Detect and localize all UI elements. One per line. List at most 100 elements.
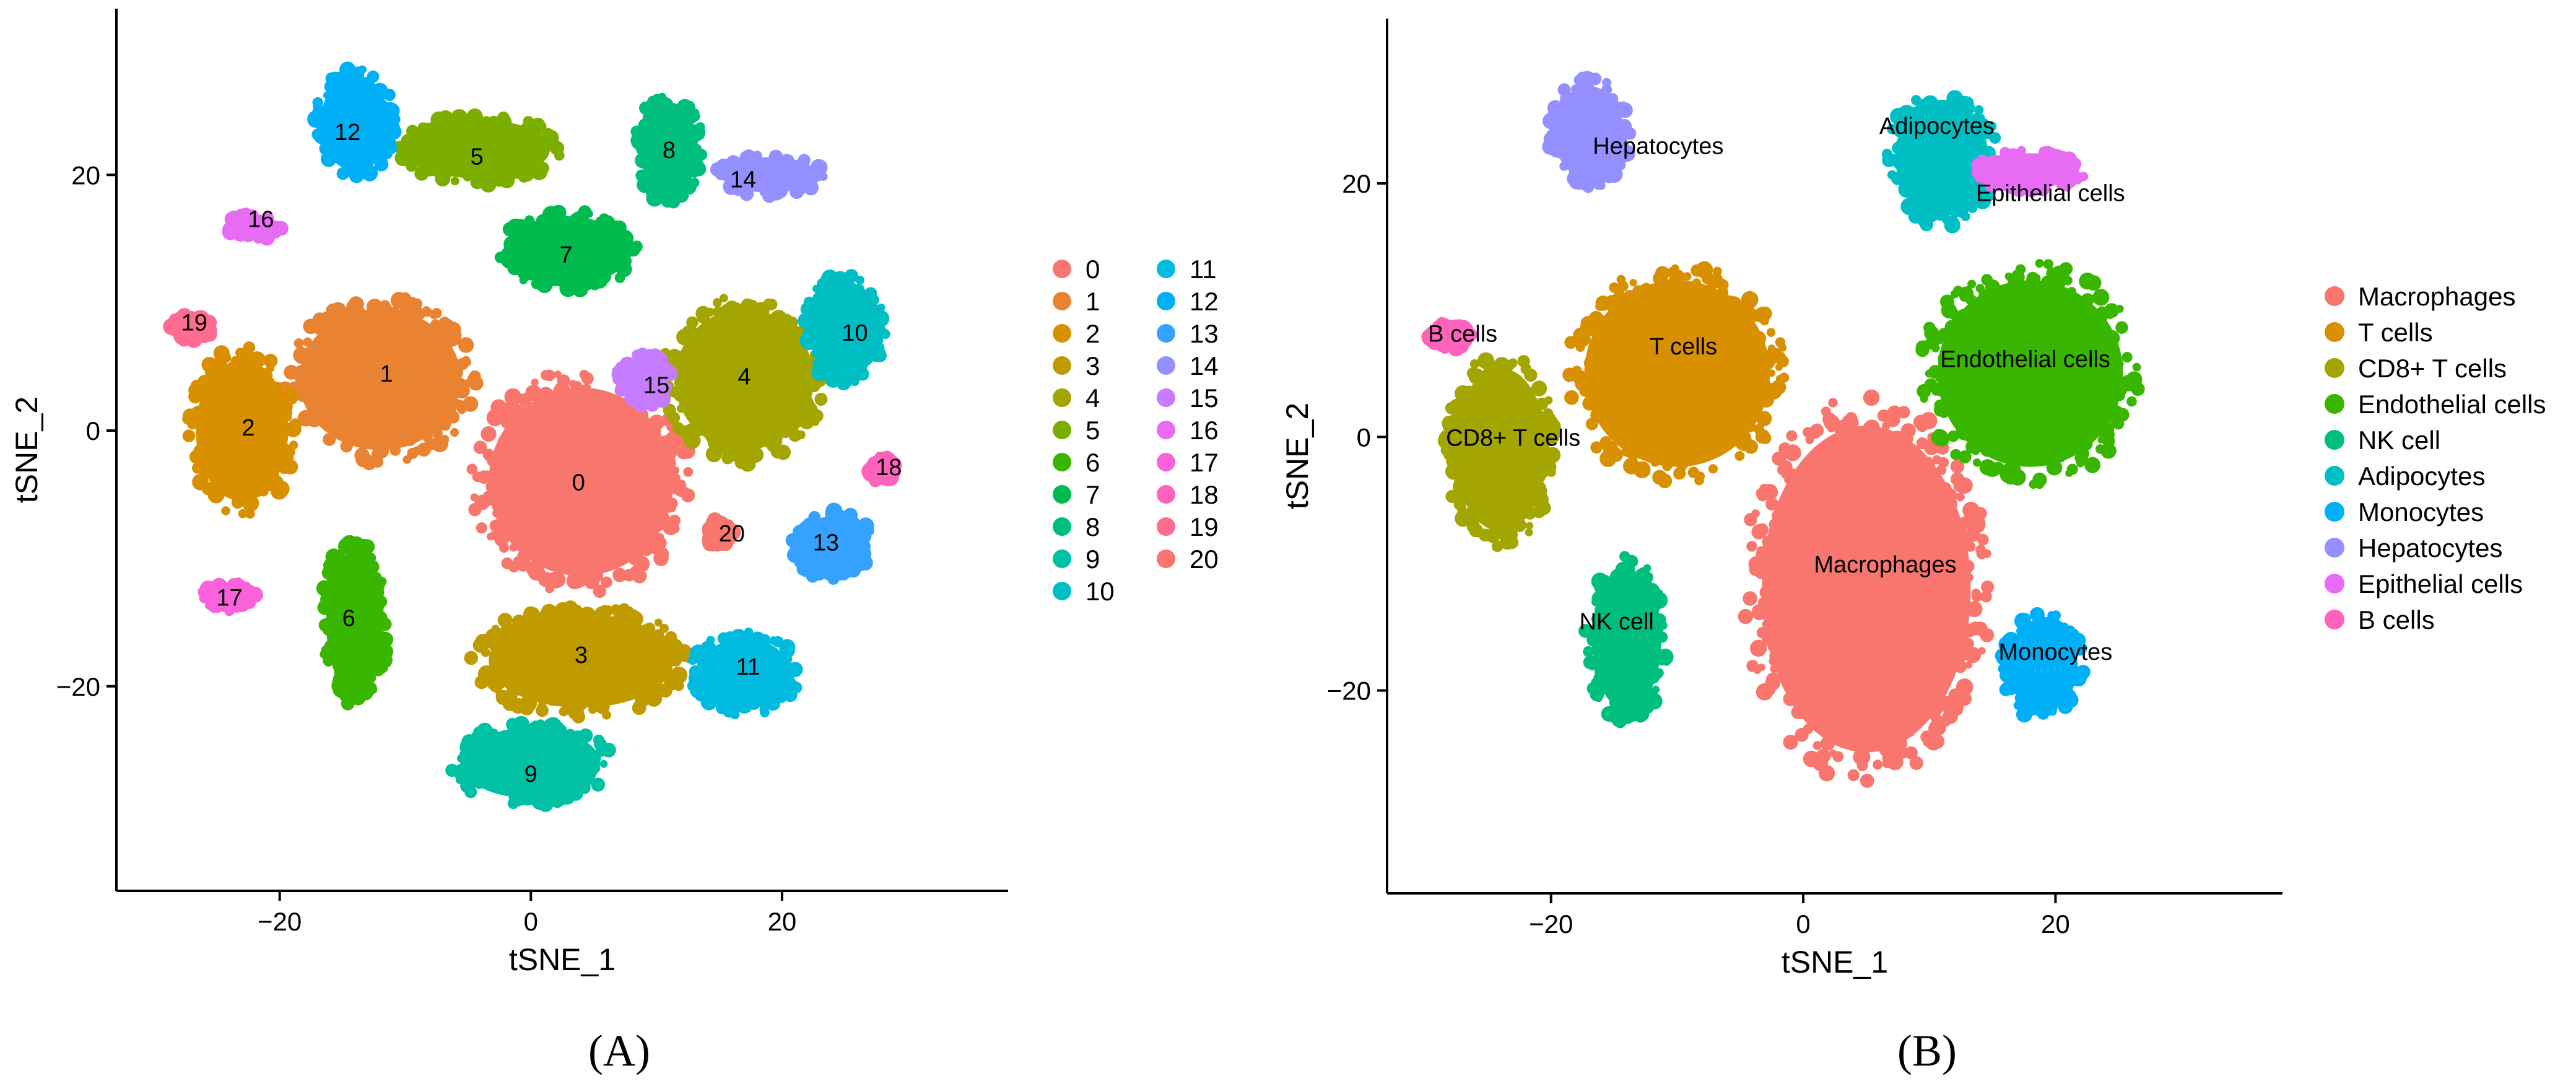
panel-a-cluster-point [549,558,558,567]
panel-b-cluster-point [2066,667,2077,677]
panel-a-cluster-point [679,383,687,391]
panel-a-legend-item-6: 6 [1053,448,1100,477]
panel-b-cluster-point [1907,694,1925,712]
panel-b-cluster-point [1547,108,1557,118]
panel-b-cluster-point [1801,681,1818,698]
panel-b-cluster-point [1944,354,1959,368]
panel-a-cluster-point [374,157,389,172]
panel-b-label-hepatocytes: Hepatocytes [1593,134,1723,160]
panel-a-cluster-point [857,517,874,535]
panel-b-cluster-point [1874,716,1891,733]
panel-b-cluster-point [2011,269,2022,281]
panel-a-legend-key [1157,550,1175,568]
panel-a-cluster-point [781,644,795,658]
panel-b-cluster-point [1964,185,1978,200]
panel-a-cluster-point [780,685,789,693]
panel-a-cluster-point [260,230,271,241]
panel-a-legend-item-15: 15 [1157,383,1219,413]
panel-b-legend-label: Adipocytes [2358,462,2485,491]
panel-a-cluster-point [528,542,537,551]
panel-b-cluster-point [1816,470,1824,478]
panel-b-cluster-point [2043,259,2053,269]
panel-b-cluster-point [1734,451,1745,461]
panel-b-legend-key [2325,286,2344,306]
panel-b-cluster-point [1570,84,1580,94]
panel-b-legend-key [2325,610,2344,629]
panel-b-cluster-point [1692,278,1702,287]
panel-a-cluster-point [663,383,672,392]
panel-b-cluster-point [1889,431,1906,448]
panel-a-cluster-point [637,176,653,193]
panel-a-cluster-point [804,333,822,350]
panel-a-cluster-point [511,631,524,644]
panel-b-legend-label: CD8+ T cells [2358,354,2507,383]
panel-b-cluster-point [1952,640,1965,654]
panel-b-cluster-point [1812,756,1829,771]
panel-a-cluster-point [852,284,865,296]
panel-a-legend-item-19: 19 [1157,512,1219,541]
panel-b-cluster-point [1525,522,1534,530]
panel-a-cluster-point [472,471,483,483]
panel-b-legend-item-epithelial-cells: Epithelial cells [2325,569,2523,598]
panel-b-cluster-point [1718,291,1729,302]
panel-a-cluster-point [775,444,791,460]
panel-a-cluster-point [466,463,478,475]
panel-a-cluster-point [238,509,248,519]
panel-b-cluster-point [2011,185,2021,195]
panel-b-y-tick-label: −20 [1327,677,1371,706]
panel-a-cluster-point [766,439,780,452]
panel-b-cluster-point [2104,377,2113,385]
panel-a-cluster-point [308,389,320,401]
panel-a-cluster-point [528,403,542,418]
panel-a-legend-key [1053,388,1071,407]
panel-b-cluster-point [1890,107,1907,125]
panel-a-legend-key [1157,453,1175,471]
panel-a-cluster-point [227,578,242,592]
panel-b-cluster-point [1811,706,1821,716]
panel-b-cluster-point [1618,144,1636,162]
panel-a-cluster-point [535,719,546,730]
panel-b-cluster-point [1975,299,1984,308]
panel-a-cluster-point [421,421,430,431]
panel-a-cluster-point [703,322,713,331]
panel-b-cluster-point [1630,300,1640,311]
panel-b-cluster-point [1965,647,1982,663]
panel-b-cluster-point [1714,432,1732,450]
panel-b-cluster-point [1860,773,1874,788]
panel-a-cluster-point [362,668,373,681]
panel-a-legend-key [1053,356,1071,375]
panel-a-cluster-point [526,606,540,621]
panel-a-legend-key [1157,517,1175,536]
panel-a-cluster-point [515,237,528,251]
panel-a-cluster-point [604,402,612,411]
panel-a-cluster-point [317,403,328,413]
panel-a-cluster-point [383,302,391,311]
panel-b-cluster-point [1755,566,1768,579]
panel-b-cluster-point [1652,470,1668,485]
panel-a-legend-item-10: 10 [1053,577,1115,606]
panel-b-cluster-point [1793,697,1802,706]
panel-a-cluster-point [594,701,605,712]
panel-b-cluster-point [1598,341,1612,356]
panel-a-cluster-point [315,115,331,131]
panel-a-cluster-body-0 [489,387,674,576]
panel-a-cluster-point [759,706,768,715]
panel-a-cluster-point [673,680,684,691]
panel-a-cluster-point [851,517,860,526]
panel-a-cluster-point [668,514,681,527]
panel-a-cluster-point [372,434,383,445]
panel-a-legend-item-20: 20 [1157,545,1219,574]
panel-a-label-10: 10 [842,320,868,346]
panel-a-cluster-point [482,490,498,506]
panel-a-label-6: 6 [342,605,355,631]
panel-a-cluster-15 [611,347,678,413]
panel-a-cluster-body-4 [675,309,814,450]
panel-a-cluster-point [713,166,721,174]
panel-a-cluster-point [736,309,751,323]
panel-a-cluster-point [854,545,872,563]
panel-b-cluster-point [1772,538,1783,548]
panel-b-y-tick-label: 20 [1342,169,1371,198]
panel-a-cluster-point [591,777,606,792]
panel-b-cluster-point [1966,601,1983,618]
